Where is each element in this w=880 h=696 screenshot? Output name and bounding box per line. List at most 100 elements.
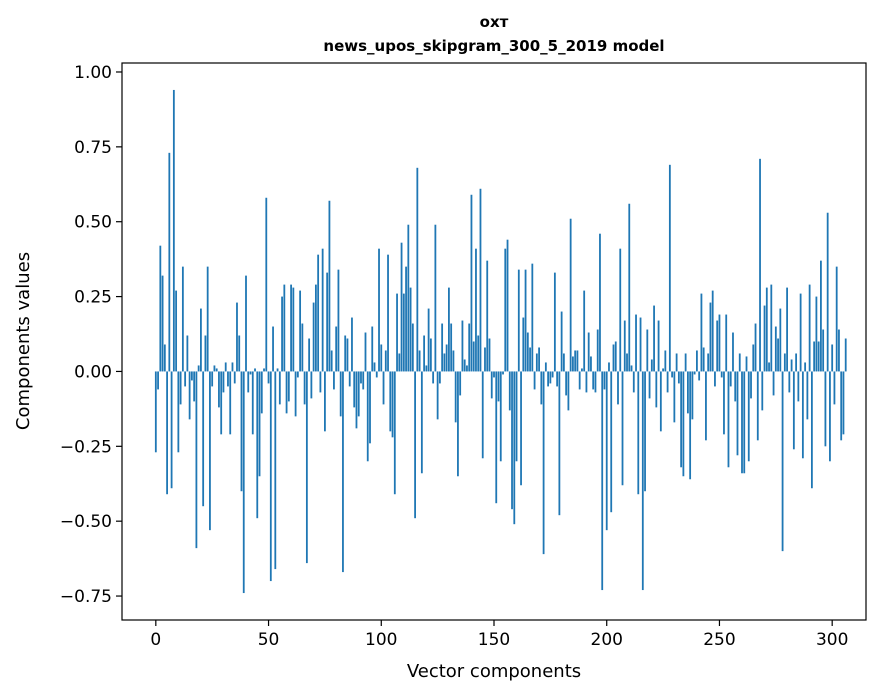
bar-227: [666, 371, 669, 393]
bar-95: [369, 371, 371, 444]
x-tick-label-300: 300: [816, 630, 848, 650]
bar-122: [429, 338, 432, 372]
bar-14: [186, 335, 189, 372]
bar-81: [337, 269, 340, 372]
bar-30: [222, 371, 225, 393]
bar-276: [777, 338, 779, 372]
bar-166: [529, 347, 531, 372]
bar-214: [637, 371, 640, 495]
bar-194: [592, 371, 595, 390]
bar-23: [206, 266, 209, 372]
bar-76: [326, 272, 329, 372]
bar-115: [414, 371, 416, 519]
bar-231: [675, 353, 678, 372]
bar-295: [820, 260, 822, 372]
bar-217: [644, 371, 646, 492]
y-tick-label-2: −0.25: [60, 437, 112, 457]
bar-69: [310, 371, 313, 399]
bar-304: [840, 371, 843, 441]
bar-161: [517, 269, 520, 372]
bar-93: [364, 332, 367, 372]
bar-302: [835, 266, 838, 372]
bar-199: [603, 371, 606, 390]
bar-195: [594, 371, 597, 393]
bar-99: [378, 248, 380, 372]
bar-169: [535, 353, 538, 372]
bar-222: [655, 371, 658, 408]
bar-154: [502, 371, 504, 375]
bar-44: [254, 368, 256, 372]
bar-263: [747, 371, 750, 462]
bar-98: [375, 371, 378, 378]
bar-163: [522, 317, 525, 372]
bar-10: [177, 371, 180, 453]
y-tick-label-0: −0.75: [60, 587, 112, 607]
bar-267: [756, 371, 759, 441]
chart-title: охт: [480, 13, 509, 31]
bar-57: [283, 284, 286, 372]
bar-172: [542, 371, 545, 555]
bar-268: [759, 158, 761, 372]
bar-120: [425, 365, 428, 372]
bar-234: [682, 371, 685, 477]
bar-series: [154, 89, 847, 594]
bar-7: [170, 371, 173, 489]
bar-114: [411, 323, 414, 372]
bar-297: [824, 371, 827, 447]
bar-221: [653, 305, 655, 372]
bar-207: [621, 371, 624, 486]
bar-236: [686, 371, 689, 414]
bar-86: [348, 371, 351, 387]
x-tick-label-100: 100: [365, 630, 397, 650]
bar-143: [477, 335, 480, 372]
bar-108: [398, 353, 401, 372]
bar-35: [233, 371, 236, 384]
y-tick-label-5: 0.50: [74, 213, 112, 233]
bar-136: [461, 320, 464, 372]
bar-265: [752, 344, 755, 372]
bar-168: [533, 371, 536, 390]
bar-280: [786, 287, 788, 372]
bar-298: [826, 212, 829, 372]
bar-71: [314, 284, 317, 372]
bar-138: [466, 365, 468, 372]
bar-191: [585, 371, 588, 393]
bar-187: [576, 350, 579, 372]
bar-274: [772, 371, 775, 396]
bar-140: [470, 194, 473, 372]
bar-67: [305, 371, 308, 564]
bar-204: [614, 341, 617, 372]
bar-132: [452, 350, 455, 372]
bar-133: [454, 371, 457, 423]
bar-165: [526, 332, 529, 372]
bar-100: [380, 344, 383, 372]
bar-160: [515, 371, 518, 462]
bar-259: [738, 353, 741, 372]
bar-63: [296, 371, 299, 378]
bar-36: [236, 302, 238, 372]
bar-229: [671, 371, 674, 378]
bar-105: [391, 371, 394, 438]
bar-289: [806, 371, 809, 420]
bar-12: [181, 266, 184, 372]
bar-70: [312, 302, 315, 372]
bar-228: [668, 164, 671, 372]
bar-220: [650, 359, 653, 372]
bar-246: [709, 302, 712, 372]
bar-73: [319, 371, 322, 393]
bar-107: [396, 293, 398, 372]
bar-6: [168, 152, 171, 372]
bar-47: [260, 371, 263, 414]
bar-306: [844, 338, 847, 372]
bar-269: [761, 371, 764, 411]
bar-261: [743, 371, 746, 474]
bar-96: [371, 326, 374, 372]
bar-192: [587, 332, 590, 372]
bar-26: [213, 365, 216, 372]
bar-68: [308, 338, 311, 372]
bar-38: [240, 371, 243, 492]
bar-158: [511, 371, 513, 510]
bar-230: [673, 371, 676, 423]
bar-178: [556, 371, 559, 387]
bar-25: [211, 371, 214, 387]
